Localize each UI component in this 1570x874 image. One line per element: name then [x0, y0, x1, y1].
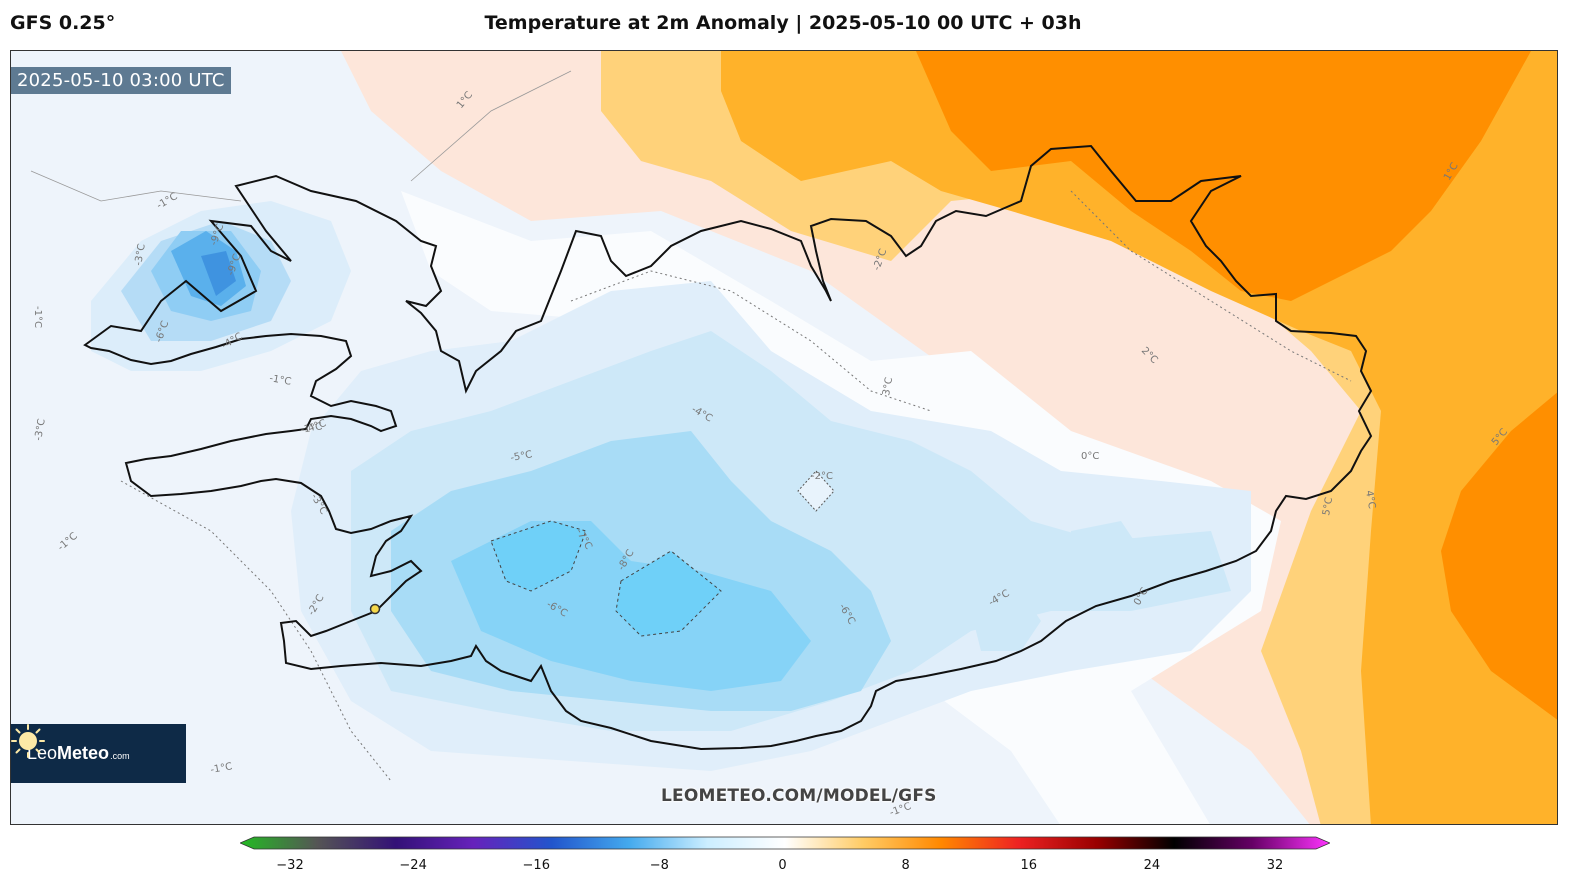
cold-westfjords-core: [201, 251, 236, 296]
valid-time-badge: 2025-05-10 03:00 UTC: [11, 67, 231, 94]
coastline-iceland: [83, 144, 1373, 751]
colorbar-tick-label: 24: [1143, 858, 1161, 873]
cold-zone-8c-b: [615, 550, 722, 637]
contour-label: -1°C: [300, 421, 324, 436]
contour-label: -1°C: [268, 373, 292, 388]
colorbar-tick-label: −8: [649, 858, 669, 873]
logo-text-com: .com: [110, 751, 130, 761]
contour-dotted-b: [570, 270, 932, 412]
source-watermark: LEOMETEO.COM/MODEL/GFS: [661, 786, 937, 806]
cold-zone-southeast: [971, 591, 1041, 651]
contour-dotted-c: [1070, 190, 1352, 382]
warm-zone-7c: [916, 51, 1531, 301]
model-label: GFS 0.25°: [10, 12, 116, 34]
colorbar: −32 −24 −16 −8 0 8 16 24 32: [238, 836, 1332, 873]
warm-zone-7c-east: [1441, 392, 1557, 720]
colorbar-tick-label: 32: [1266, 858, 1284, 873]
contour-label: -3°C: [33, 418, 48, 442]
colorbar-tick-label: −16: [522, 858, 550, 873]
sun-icon: [11, 724, 45, 758]
map-title: Temperature at 2m Anomaly | 2025-05-10 0…: [484, 12, 1082, 34]
contour-thin-e: [410, 70, 572, 182]
map-panel: -1°C -1°C -1°C -1°C -1°C -1°C -1°C -3°C -3°C -3°C…: [10, 50, 1558, 825]
cold-zone-8c-a: [490, 520, 587, 592]
colorbar-tick-label: −32: [276, 858, 304, 873]
colorbar-gradient: [238, 836, 1332, 850]
contour-label: 4°C: [1363, 490, 1377, 510]
contour-label: -5°C: [510, 449, 534, 464]
logo-text-meteo: Meteo: [57, 743, 110, 763]
contour-label: -3°C: [133, 243, 148, 267]
contour-thin-d: [30, 170, 242, 202]
location-marker: [369, 603, 381, 615]
cold-zone-east: [1071, 521, 1141, 591]
colorbar-tick-label: 0: [778, 858, 787, 873]
contour-label: -1°C: [32, 306, 43, 328]
leometeo-logo: Leo Meteo .com: [11, 724, 186, 783]
anomaly-map: -1°C-1°C-1°C-1°C-1°C-1°C-1°C-3°C-3°C-3°C…: [11, 51, 1557, 824]
contour-label: 3°C: [881, 377, 895, 397]
contour-label: 5°C: [1321, 497, 1335, 517]
contour-label: -1°C: [210, 761, 234, 776]
logo-text-leo: Leo: [27, 743, 58, 763]
contour-diamond: [797, 470, 835, 512]
contour-label: -2°C: [811, 471, 833, 482]
colorbar-tick-label: −24: [399, 858, 427, 873]
contour-label: 0°C: [1081, 451, 1099, 462]
contour-dotted-a: [120, 480, 392, 782]
colorbar-tick-label: 16: [1020, 858, 1038, 873]
colorbar-tick-label: 8: [901, 858, 910, 873]
